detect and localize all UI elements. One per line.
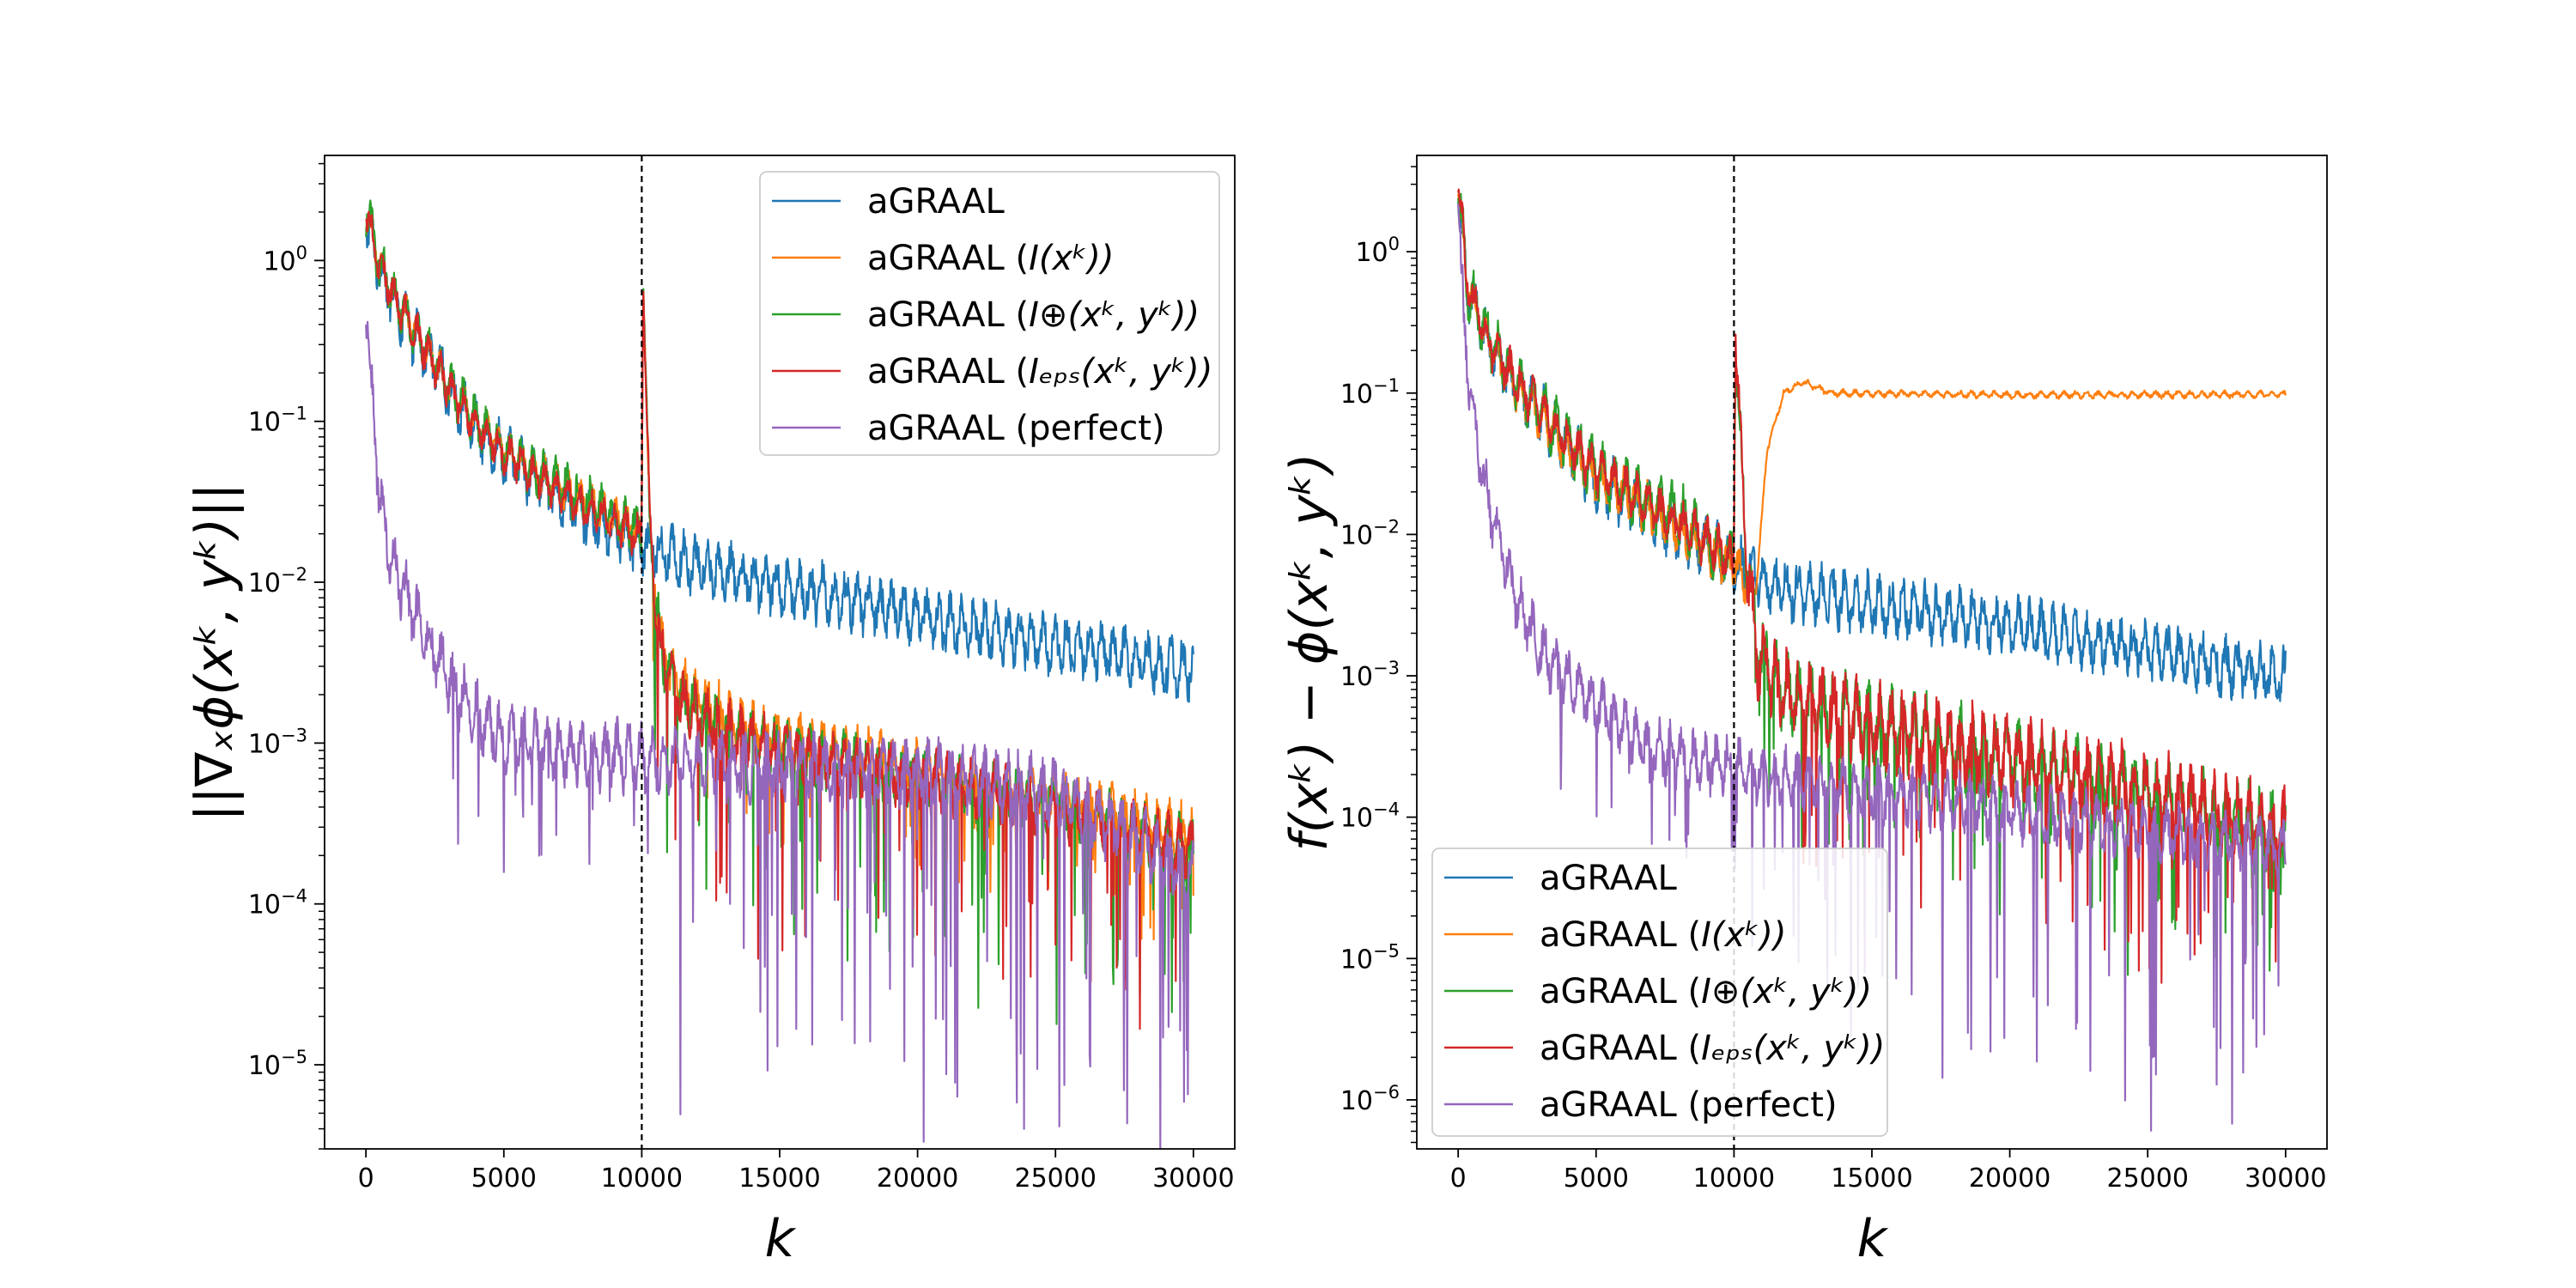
y-tick-label: 100 (1355, 234, 1400, 268)
y-axis-label: f(xᵏ) − ϕ(xᵏ, yᵏ) (1279, 453, 1340, 851)
x-tick-label: 25000 (2106, 1163, 2188, 1194)
x-tick-label: 30000 (1152, 1163, 1234, 1194)
x-axis-label: k (765, 1209, 797, 1269)
x-tick-label: 0 (358, 1163, 374, 1194)
x-tick-label: 20000 (1969, 1163, 2050, 1194)
legend-entry: aGRAAL (1540, 859, 1678, 898)
legend-box (1431, 848, 1888, 1137)
legend-entry: aGRAAL (perfect) (1540, 1085, 1838, 1125)
legend: aGRAAL aGRAAL (I(xᵏ)) aGRAAL (I⊕(xᵏ, yᵏ)) a… (759, 171, 1220, 456)
legend: aGRAAL aGRAAL (I(xᵏ)) aGRAAL (I⊕(xᵏ, yᵏ)) a… (1431, 848, 1888, 1137)
y-tick-label: 10−3 (248, 725, 307, 759)
x-tick-label: 0 (1450, 1163, 1467, 1194)
legend-entry: aGRAAL (I(xᵏ)) (867, 239, 1114, 278)
y-tick-label: 10−5 (1340, 940, 1400, 975)
x-tick-label: 10000 (1693, 1163, 1775, 1194)
x-tick-label: 5000 (471, 1163, 537, 1194)
y-tick-label: 10−2 (248, 564, 307, 598)
legend-entry: aGRAAL (Iₑₚₛ(xᵏ, yᵏ)) (1540, 1029, 1885, 1068)
series-line (365, 320, 1194, 1149)
y-tick-label: 10−4 (248, 886, 307, 920)
legend-entry: aGRAAL (867, 182, 1005, 222)
y-tick-label: 10−5 (248, 1047, 307, 1081)
x-tick-label: 20000 (877, 1163, 958, 1194)
series-line (1457, 206, 2287, 702)
series-line (1457, 204, 2287, 1132)
x-tick-label: 5000 (1564, 1163, 1629, 1194)
series-group (365, 199, 1194, 1149)
x-tick-label: 15000 (1831, 1163, 1912, 1194)
legend-entry: aGRAAL (I⊕(xᵏ, yᵏ)) (867, 295, 1200, 335)
y-tick-label: 10−1 (1340, 375, 1400, 410)
legend-entry: aGRAAL (Iₑₚₛ(xᵏ, yᵏ)) (867, 352, 1212, 392)
y-tick-label: 10−6 (1340, 1082, 1400, 1116)
y-tick-label: 100 (263, 242, 307, 276)
x-tick-label: 15000 (738, 1163, 820, 1194)
x-tick-label: 30000 (2245, 1163, 2326, 1194)
legend-box (759, 171, 1220, 456)
chart-objective-gap: 0 5000 10000 15000 20000 25000 30000 100 10−1 10−… (1279, 155, 2328, 1269)
x-tick-label: 10000 (601, 1163, 683, 1194)
series-line (1457, 188, 2287, 984)
chart-gradient-norm: 0 5000 10000 15000 20000 25000 30000 100 10−1 10−… (185, 155, 1236, 1269)
y-tick-label: 10−2 (1340, 516, 1400, 550)
y-tick-label: 10−4 (1340, 799, 1400, 834)
x-axis-label: k (1857, 1209, 1889, 1269)
legend-entry: aGRAAL (perfect) (867, 409, 1165, 448)
y-axis-label: ||∇ₓϕ(xᵏ, yᵏ)|| (185, 483, 245, 821)
y-tick-label: 10−3 (1340, 658, 1400, 692)
legend-entry: aGRAAL (I⊕(xᵏ, yᵏ)) (1540, 972, 1872, 1012)
x-tick-label: 25000 (1014, 1163, 1096, 1194)
legend-entry: aGRAAL (I(xᵏ)) (1540, 915, 1786, 955)
series-group (1457, 188, 2287, 1132)
y-tick-label: 10−1 (248, 404, 307, 438)
